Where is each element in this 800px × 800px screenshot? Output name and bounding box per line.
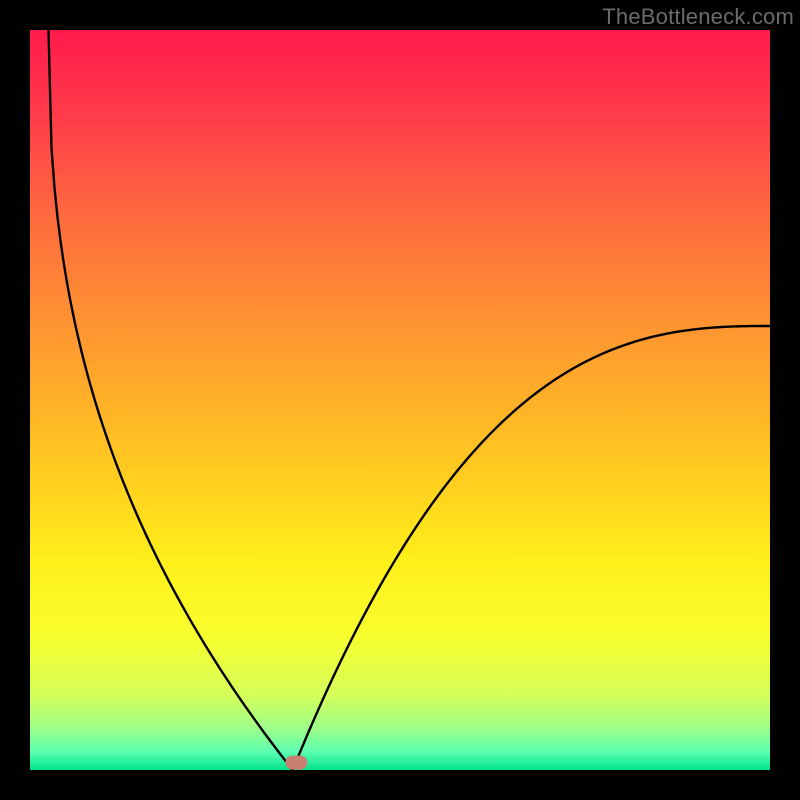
chart-stage: TheBottleneck.com xyxy=(0,0,800,800)
watermark-text: TheBottleneck.com xyxy=(602,4,794,30)
optimum-marker xyxy=(285,756,307,770)
plot-area xyxy=(30,30,770,770)
chart-svg xyxy=(0,0,800,800)
